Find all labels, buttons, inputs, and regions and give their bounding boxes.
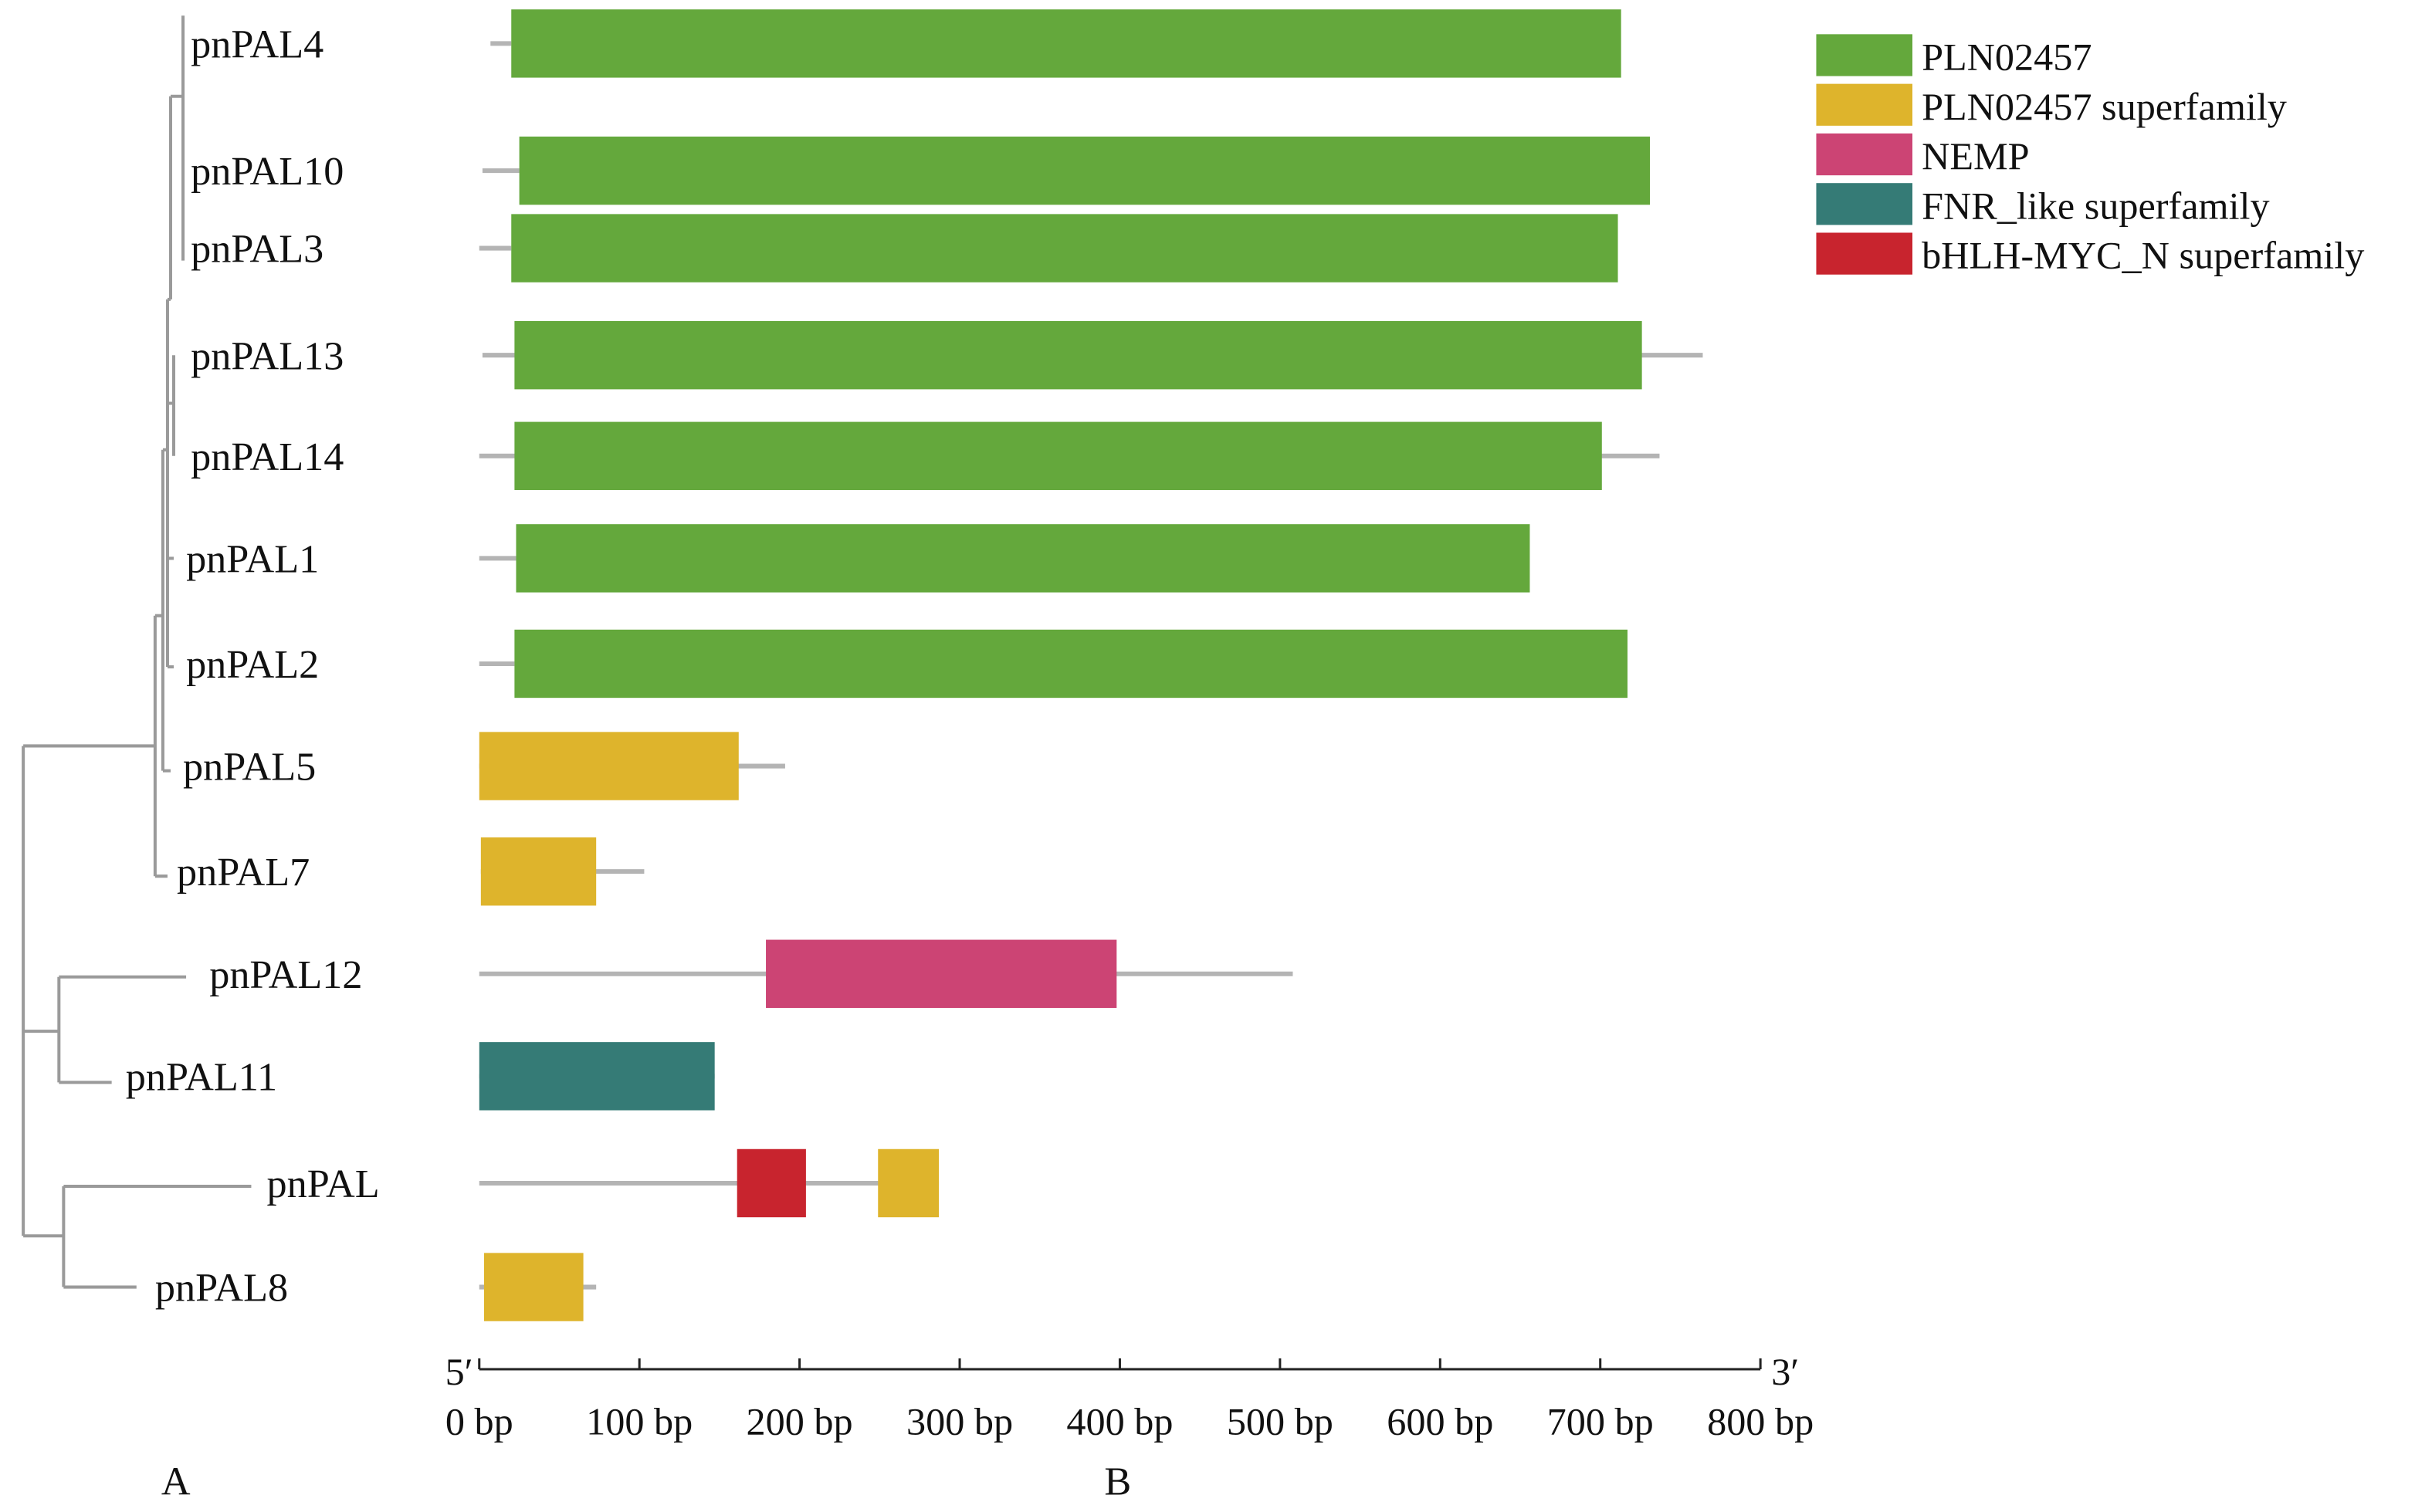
- tick-label: 300 bp: [906, 1399, 1013, 1443]
- protein-track: [479, 1148, 940, 1218]
- protein-track: [479, 524, 1530, 593]
- legend-swatch: [1816, 183, 1913, 225]
- domain-bar: [516, 524, 1530, 593]
- tick-label: 400 bp: [1066, 1399, 1173, 1443]
- tick-label: 800 bp: [1707, 1399, 1814, 1443]
- tick-label: 600 bp: [1387, 1399, 1493, 1443]
- legend-label: FNR_like superfamily: [1922, 184, 2270, 227]
- protein-track: [479, 939, 1293, 1008]
- protein-label: pnPAL8: [155, 1266, 288, 1311]
- legend-label: PLN02457: [1922, 36, 2092, 79]
- protein-track: [479, 732, 785, 800]
- tick-label: 700 bp: [1547, 1399, 1654, 1443]
- protein-track: [482, 136, 1651, 205]
- protein-label: pnPAL1: [186, 536, 319, 581]
- domain-bar: [483, 1253, 584, 1321]
- legend-swatch: [1816, 34, 1913, 76]
- domain-bar: [766, 939, 1117, 1008]
- tick-label: 500 bp: [1227, 1399, 1333, 1443]
- protein-label: pnPAL: [267, 1162, 380, 1206]
- protein-track: [479, 214, 1618, 282]
- legend-label: PLN02457 superfamily: [1922, 85, 2287, 128]
- protein-label: pnPAL7: [177, 850, 310, 895]
- panel-label-a: A: [161, 1460, 191, 1504]
- tick-label: 100 bp: [586, 1399, 693, 1443]
- protein-track: [490, 9, 1621, 78]
- protein-label: pnPAL11: [126, 1054, 277, 1099]
- protein-track: [482, 320, 1703, 390]
- domain-bar: [511, 214, 1618, 282]
- protein-label: pnPAL5: [183, 745, 316, 790]
- domain-bar: [479, 1042, 715, 1111]
- axis-end-label: 3′: [1771, 1350, 1799, 1393]
- domain-bar: [514, 421, 1602, 490]
- protein-track: [479, 1042, 715, 1111]
- domain-bar: [514, 629, 1628, 698]
- legend: PLN02457 PLN02457 superfamily NEMP FNR_like…: [1816, 34, 2364, 277]
- legend-swatch: [1816, 232, 1913, 275]
- domain-bar: [519, 136, 1651, 205]
- protein-label: pnPAL14: [191, 435, 344, 479]
- tree-branches: [22, 15, 252, 1289]
- protein-label: pnPAL3: [191, 227, 323, 272]
- legend-swatch: [1816, 83, 1913, 126]
- protein-track: [480, 837, 645, 906]
- protein-label: pnPAL10: [191, 149, 344, 194]
- protein-label: pnPAL4: [191, 22, 323, 66]
- protein-label: pnPAL2: [186, 642, 319, 687]
- axis-start-label: 5′: [445, 1350, 473, 1393]
- tick-label: 200 bp: [747, 1399, 853, 1443]
- protein-label: pnPAL13: [191, 333, 344, 378]
- legend-label: bHLH-MYC_N superfamily: [1922, 234, 2364, 277]
- x-axis: 5′ 3′ 0 bp 100 bp 200 bp 300 bp 400 bp 500 bp…: [445, 1350, 1814, 1443]
- domain-bar: [479, 732, 739, 800]
- protein-label: pnPAL12: [209, 952, 362, 997]
- domain-bar: [480, 837, 597, 906]
- domain-bar: [514, 320, 1642, 390]
- phylogenetic-tree: [22, 15, 252, 1289]
- protein-track: [479, 1253, 597, 1321]
- domain-bar: [878, 1148, 940, 1218]
- protein-track: [479, 629, 1628, 698]
- domain-bar: [511, 9, 1621, 78]
- tick-label: 0 bp: [445, 1399, 513, 1443]
- domain-bar: [737, 1148, 806, 1218]
- legend-label: NEMP: [1922, 134, 2030, 178]
- protein-track: [479, 421, 1660, 490]
- panel-label-b: B: [1104, 1460, 1131, 1504]
- legend-swatch: [1816, 133, 1913, 176]
